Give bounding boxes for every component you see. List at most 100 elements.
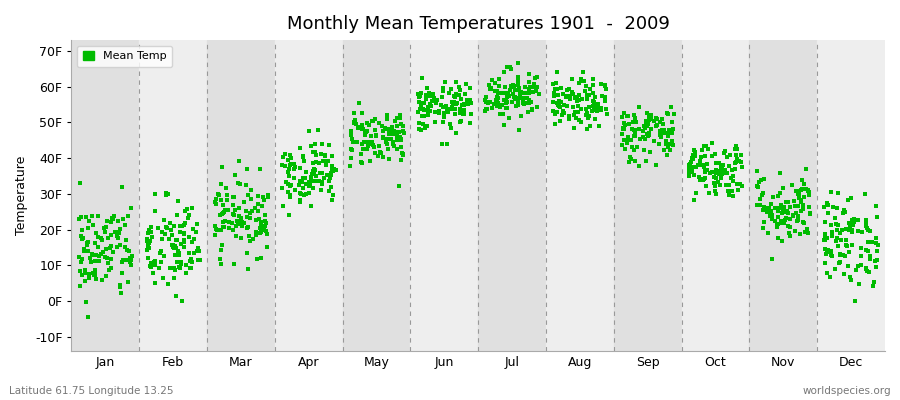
Point bbox=[640, 133, 654, 139]
Point bbox=[500, 64, 515, 70]
Point bbox=[78, 298, 93, 305]
Point bbox=[491, 100, 505, 106]
Point bbox=[828, 214, 842, 221]
Point bbox=[176, 238, 191, 245]
Point bbox=[253, 166, 267, 172]
Point bbox=[845, 217, 859, 223]
Point bbox=[260, 244, 274, 250]
Point bbox=[193, 257, 207, 263]
Point bbox=[510, 98, 525, 104]
Point bbox=[687, 163, 701, 170]
Point bbox=[550, 100, 564, 106]
Point bbox=[161, 280, 176, 287]
Point bbox=[144, 224, 158, 230]
Point bbox=[82, 275, 96, 281]
Point bbox=[166, 241, 180, 248]
Point bbox=[590, 103, 605, 110]
Point bbox=[617, 122, 632, 128]
Point bbox=[824, 188, 838, 195]
Point bbox=[348, 120, 363, 126]
Point bbox=[617, 146, 632, 152]
Point bbox=[626, 119, 640, 125]
Point bbox=[306, 160, 320, 166]
Point bbox=[837, 271, 851, 277]
Point bbox=[411, 93, 426, 100]
Point bbox=[662, 132, 676, 139]
Point bbox=[555, 112, 570, 118]
Point bbox=[382, 126, 396, 133]
Point bbox=[302, 190, 316, 196]
Point bbox=[453, 119, 467, 126]
Point bbox=[484, 77, 499, 83]
Point bbox=[850, 216, 865, 223]
Point bbox=[115, 270, 130, 276]
Point bbox=[598, 106, 613, 112]
Point bbox=[154, 248, 168, 255]
Point bbox=[686, 152, 700, 158]
Point bbox=[683, 166, 698, 172]
Point bbox=[590, 106, 604, 112]
Point bbox=[500, 104, 514, 111]
Point bbox=[296, 153, 310, 160]
Point bbox=[628, 127, 643, 134]
Point bbox=[483, 85, 498, 91]
Point bbox=[320, 172, 334, 178]
Point bbox=[546, 89, 561, 96]
Point bbox=[166, 245, 181, 251]
Point bbox=[244, 195, 258, 202]
Point bbox=[682, 169, 697, 175]
Point bbox=[590, 107, 604, 114]
Point bbox=[143, 263, 157, 270]
Point bbox=[95, 248, 110, 255]
Point bbox=[868, 258, 882, 264]
Point bbox=[504, 83, 518, 90]
Point bbox=[188, 229, 202, 235]
Point bbox=[167, 275, 182, 281]
Point bbox=[87, 272, 102, 278]
Point bbox=[187, 250, 202, 256]
Bar bbox=[750, 40, 817, 351]
Point bbox=[622, 120, 636, 127]
Point bbox=[87, 258, 102, 264]
Point bbox=[761, 205, 776, 211]
Point bbox=[456, 100, 471, 107]
Point bbox=[636, 123, 651, 129]
Point bbox=[94, 251, 108, 257]
Point bbox=[660, 110, 674, 116]
Point bbox=[652, 119, 667, 125]
Point bbox=[851, 262, 866, 269]
Point bbox=[492, 110, 507, 117]
Point bbox=[635, 134, 650, 140]
Point bbox=[714, 172, 728, 178]
Point bbox=[510, 74, 525, 80]
Point bbox=[697, 162, 711, 168]
Point bbox=[422, 101, 436, 107]
Point bbox=[235, 221, 249, 228]
Point bbox=[446, 99, 460, 106]
Point bbox=[434, 102, 448, 108]
Point bbox=[171, 248, 185, 254]
Point bbox=[380, 112, 394, 118]
Point bbox=[156, 275, 170, 282]
Point bbox=[86, 270, 100, 276]
Point bbox=[643, 113, 657, 119]
Point bbox=[685, 154, 699, 161]
Point bbox=[642, 131, 656, 138]
Point bbox=[176, 230, 191, 236]
Point bbox=[845, 226, 859, 233]
Point bbox=[344, 132, 358, 138]
Point bbox=[693, 158, 707, 164]
Point bbox=[215, 210, 230, 217]
Point bbox=[457, 102, 472, 108]
Point bbox=[355, 122, 369, 128]
Point bbox=[356, 159, 370, 166]
Point bbox=[324, 170, 338, 176]
Point bbox=[393, 137, 408, 143]
Point bbox=[391, 137, 405, 143]
Point bbox=[293, 190, 308, 196]
Point bbox=[80, 248, 94, 254]
Point bbox=[566, 104, 580, 110]
Point bbox=[706, 180, 721, 186]
Point bbox=[297, 175, 311, 182]
Point bbox=[546, 93, 561, 99]
